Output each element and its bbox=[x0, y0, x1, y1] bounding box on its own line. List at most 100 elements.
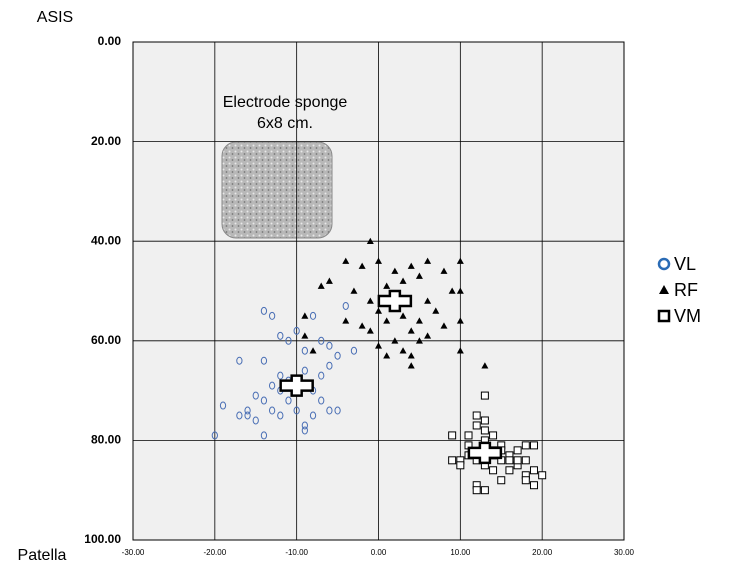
x-tick-label: -10.00 bbox=[285, 548, 308, 557]
point bbox=[448, 431, 457, 440]
sponge-image bbox=[221, 141, 333, 239]
point bbox=[277, 371, 284, 380]
legend-label: RF bbox=[674, 280, 698, 300]
point bbox=[424, 257, 432, 264]
y-tick-label: 20.00 bbox=[91, 134, 121, 148]
point bbox=[383, 352, 391, 359]
point bbox=[464, 431, 473, 440]
point bbox=[285, 396, 292, 405]
point bbox=[236, 356, 243, 365]
point bbox=[326, 341, 333, 350]
point bbox=[375, 342, 382, 349]
point bbox=[448, 287, 456, 294]
point bbox=[358, 262, 366, 269]
point bbox=[505, 456, 514, 465]
y-tick-label: 100.00 bbox=[84, 532, 121, 546]
point bbox=[399, 312, 407, 319]
x-tick-label: 20.00 bbox=[532, 548, 553, 557]
annotation: 6x8 cm. bbox=[257, 115, 313, 132]
point bbox=[497, 476, 506, 485]
point bbox=[342, 317, 350, 324]
point bbox=[407, 362, 415, 369]
point bbox=[293, 406, 300, 415]
point bbox=[277, 331, 284, 340]
point bbox=[318, 396, 325, 405]
point bbox=[301, 421, 308, 430]
point bbox=[383, 282, 391, 289]
point bbox=[521, 476, 530, 485]
point bbox=[440, 267, 448, 274]
point bbox=[334, 351, 341, 360]
point bbox=[318, 371, 325, 380]
point bbox=[326, 361, 333, 370]
x-tick-label: -30.00 bbox=[122, 548, 145, 557]
point bbox=[529, 466, 538, 475]
point bbox=[309, 411, 317, 420]
point bbox=[456, 347, 464, 354]
point bbox=[521, 456, 530, 465]
point bbox=[350, 287, 358, 294]
point bbox=[342, 301, 349, 310]
point bbox=[489, 431, 498, 440]
point bbox=[366, 327, 374, 334]
point bbox=[268, 311, 276, 320]
point bbox=[301, 332, 309, 339]
mean-cross bbox=[467, 441, 503, 465]
point bbox=[529, 441, 538, 450]
point bbox=[285, 336, 292, 345]
point bbox=[268, 381, 276, 390]
x-tick-label: 10.00 bbox=[450, 548, 471, 557]
point bbox=[407, 327, 415, 334]
point bbox=[260, 431, 268, 440]
point bbox=[383, 317, 391, 324]
point bbox=[301, 426, 308, 435]
point bbox=[219, 401, 227, 410]
point bbox=[301, 312, 309, 319]
x-axis-label: Patella bbox=[18, 547, 67, 564]
point bbox=[252, 416, 259, 425]
point bbox=[260, 396, 268, 405]
point bbox=[513, 456, 522, 465]
point bbox=[375, 307, 382, 314]
point bbox=[301, 346, 308, 355]
point bbox=[424, 297, 432, 304]
point bbox=[456, 257, 464, 264]
point bbox=[407, 352, 415, 359]
point bbox=[481, 362, 489, 369]
point bbox=[480, 486, 489, 495]
point bbox=[529, 481, 538, 490]
point bbox=[399, 347, 407, 354]
point bbox=[301, 366, 308, 375]
point bbox=[244, 411, 251, 420]
point bbox=[391, 337, 399, 344]
point bbox=[334, 406, 341, 415]
annotation: Electrode sponge bbox=[223, 94, 348, 111]
point bbox=[252, 391, 259, 400]
point bbox=[260, 306, 268, 315]
point bbox=[326, 406, 333, 415]
point bbox=[456, 461, 465, 470]
point bbox=[268, 406, 276, 415]
point bbox=[211, 431, 218, 440]
point bbox=[424, 332, 432, 339]
point bbox=[318, 336, 325, 345]
point bbox=[236, 411, 243, 420]
point bbox=[375, 257, 382, 264]
point bbox=[342, 257, 350, 264]
point bbox=[366, 297, 374, 304]
point bbox=[391, 267, 399, 274]
point bbox=[325, 277, 333, 284]
point bbox=[244, 406, 251, 415]
point bbox=[505, 466, 514, 475]
point bbox=[472, 486, 481, 495]
point bbox=[456, 317, 464, 324]
point bbox=[432, 307, 440, 314]
y-tick-label: 0.00 bbox=[98, 34, 122, 48]
point bbox=[317, 282, 325, 289]
point bbox=[480, 416, 489, 425]
point bbox=[440, 322, 448, 329]
point bbox=[309, 311, 317, 320]
point bbox=[399, 277, 407, 284]
